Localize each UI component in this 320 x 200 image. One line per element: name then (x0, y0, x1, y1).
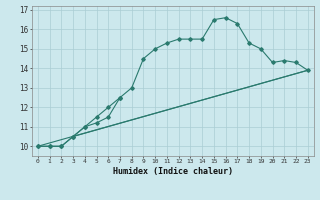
X-axis label: Humidex (Indice chaleur): Humidex (Indice chaleur) (113, 167, 233, 176)
